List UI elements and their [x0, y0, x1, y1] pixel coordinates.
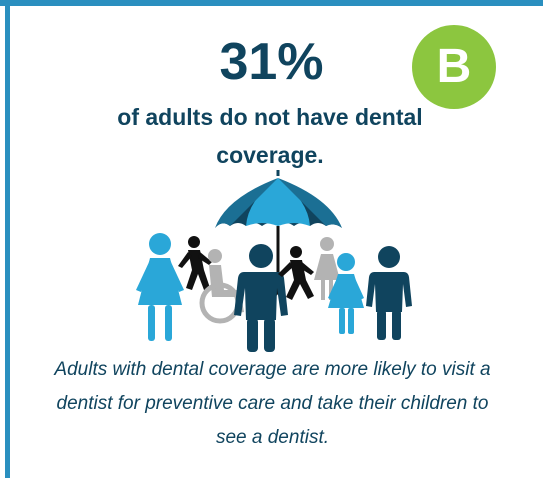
girl-icon [314, 237, 340, 300]
boy-icon [366, 246, 412, 340]
runner-icon [278, 246, 314, 300]
girl-icon [328, 253, 364, 334]
section-badge: B [412, 25, 496, 109]
man-icon [234, 244, 288, 352]
stat-percentage: 31% [219, 33, 324, 91]
people-under-umbrella-illustration [136, 170, 412, 352]
left-border [5, 0, 10, 478]
umbrella-icon [215, 170, 342, 298]
woman-icon [136, 233, 184, 341]
caption: Adults with dental coverage are more lik… [54, 359, 491, 448]
headline: of adults do not have dental coverage. [117, 104, 423, 168]
top-border [0, 0, 543, 6]
runner-icon [178, 236, 212, 290]
